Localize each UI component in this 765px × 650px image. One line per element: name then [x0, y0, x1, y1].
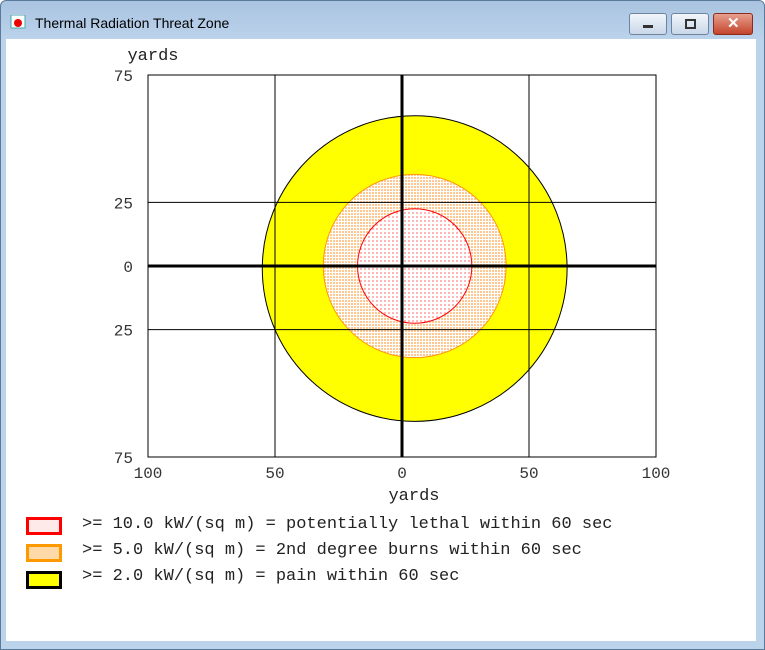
legend-swatch-burns [26, 544, 62, 562]
y-axis-label: yards [127, 47, 178, 66]
legend-swatch-pain [26, 571, 62, 589]
legend-label-burns: >= 5.0 kW/(sq m) = 2nd degree burns with… [82, 541, 582, 560]
y-tick-label: 0 [123, 259, 133, 277]
close-icon: ✕ [727, 15, 740, 32]
maximize-button[interactable] [671, 13, 709, 35]
legend-swatch-lethal [26, 517, 62, 535]
y-tick-label: 25 [114, 323, 133, 341]
y-tick-label: 75 [114, 450, 133, 468]
minimize-button[interactable] [629, 13, 667, 35]
legend-label-lethal: >= 10.0 kW/(sq m) = potentially lethal w… [82, 515, 613, 534]
x-tick-label: 100 [134, 465, 163, 483]
restore-icon [685, 19, 696, 29]
x-tick-label: 0 [397, 465, 407, 483]
x-tick-label: 50 [265, 465, 284, 483]
app-icon [10, 15, 26, 29]
y-tick-label: 25 [114, 195, 133, 213]
x-tick-label: 100 [642, 465, 671, 483]
x-axis-label: yards [388, 487, 439, 506]
y-tick-label: 75 [114, 68, 133, 86]
close-button[interactable]: ✕ [713, 13, 753, 35]
x-tick-label: 50 [519, 465, 538, 483]
window-title: Thermal Radiation Threat Zone [35, 15, 230, 31]
minimize-icon [643, 25, 653, 28]
legend-label-pain: >= 2.0 kW/(sq m) = pain within 60 sec [82, 567, 460, 586]
